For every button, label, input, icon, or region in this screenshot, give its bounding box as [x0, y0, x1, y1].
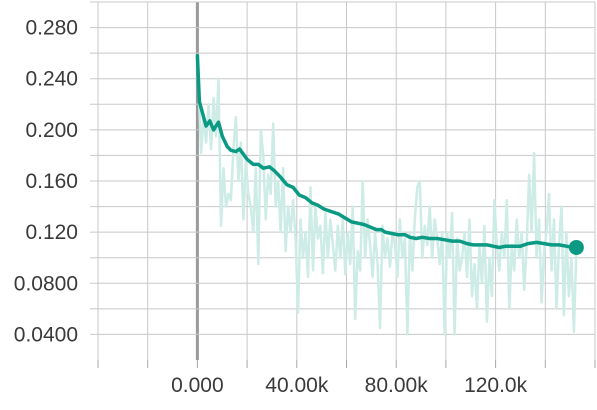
- axis-ticks: [97, 360, 596, 368]
- smoothed-series-line: [195, 53, 579, 250]
- x-tick-label: 120.0k: [464, 374, 528, 397]
- raw-series-line: [196, 55, 578, 336]
- y-tick-label: 0.280: [25, 17, 78, 40]
- y-tick-label: 0.160: [25, 170, 78, 193]
- smoothed-series-layer: [195, 53, 584, 255]
- grid: [90, 1, 596, 360]
- y-tick-label: 0.120: [25, 221, 78, 244]
- series-endpoint-marker: [568, 239, 584, 255]
- x-tick-label: 0.000: [171, 374, 224, 397]
- tick-labels: 0.000 40.00k 80.00k 120.0k 0.280 0.240 0.200 0.…: [14, 17, 528, 397]
- y-tick-label: 0.240: [25, 68, 78, 91]
- y-tick-label: 0.0400: [14, 323, 78, 346]
- x-tick-label: 40.00k: [265, 374, 329, 397]
- y-tick-label: 0.200: [25, 119, 78, 142]
- x-tick-label: 80.00k: [365, 374, 429, 397]
- raw-series-layer: [196, 55, 578, 336]
- y-tick-label: 0.0800: [14, 272, 78, 295]
